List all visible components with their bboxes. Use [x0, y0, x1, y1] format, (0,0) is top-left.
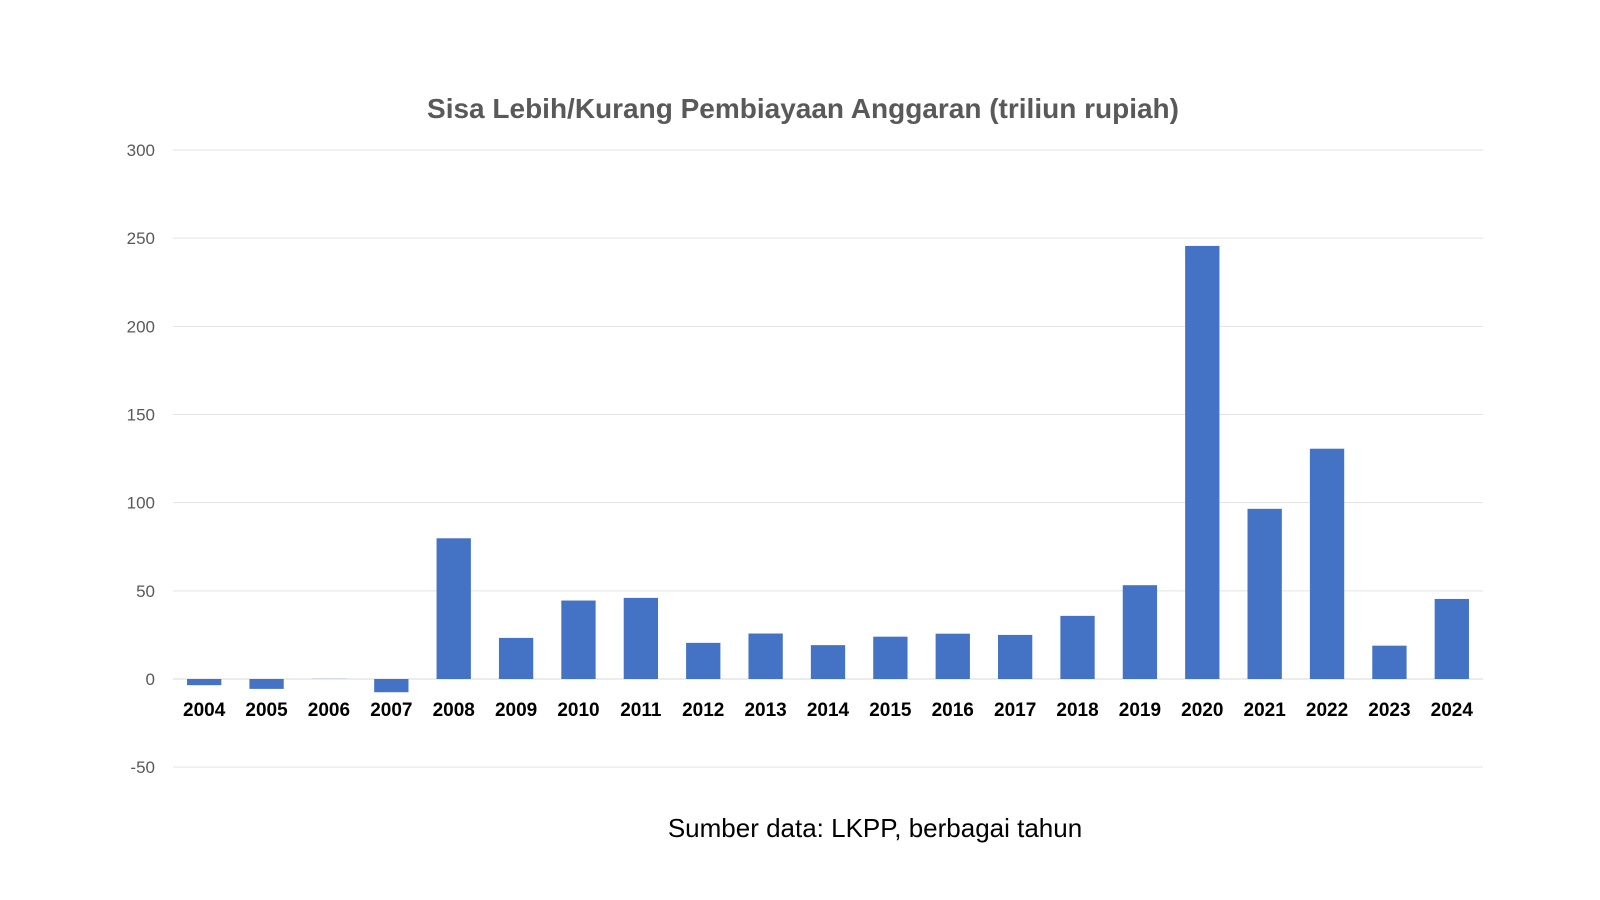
x-tick-label: 2022	[1306, 700, 1348, 721]
bar-2013	[748, 633, 783, 679]
x-tick-label: 2005	[245, 700, 288, 721]
x-tick-label: 2019	[1119, 700, 1161, 721]
bar-2021	[1247, 508, 1282, 679]
bar-2007	[374, 679, 409, 693]
bar-2022	[1309, 448, 1345, 679]
bar-2024	[1434, 598, 1469, 679]
x-tick-label: 2004	[183, 700, 226, 721]
x-tick-label: 2020	[1181, 700, 1223, 721]
bar-2004	[187, 679, 222, 686]
x-tick-label: 2023	[1368, 700, 1410, 721]
bar-2020	[1185, 245, 1220, 679]
bar-2005	[249, 679, 284, 689]
bar-2019	[1122, 585, 1158, 679]
bar-2009	[498, 637, 534, 679]
bar-2016	[935, 633, 970, 679]
y-tick-label: 50	[136, 582, 155, 601]
source-note: Sumber data: LKPP, berbagai tahun	[668, 813, 1082, 843]
y-tick-label: 250	[127, 229, 155, 248]
x-tick-label: 2012	[682, 700, 724, 721]
x-axis-ticks: 2004 2005 2006 2007 2008 2009 2010 2011 2012 2013…	[183, 700, 1473, 721]
x-tick-label: 2014	[807, 700, 850, 721]
y-axis-ticks: 300 250 200 150 100 50 0 -50	[127, 141, 155, 777]
x-tick-label: 2006	[308, 700, 350, 721]
chart-title: Sisa Lebih/Kurang Pembiayaan Anggaran (t…	[427, 93, 1179, 124]
y-tick-label: -50	[130, 758, 155, 777]
bar-2014	[810, 645, 846, 679]
bar-2023	[1372, 645, 1407, 679]
x-tick-label: 2024	[1431, 700, 1474, 721]
bar-2008	[436, 538, 471, 679]
bar-2015	[873, 636, 908, 679]
x-tick-label: 2016	[932, 700, 974, 721]
x-tick-label: 2018	[1056, 700, 1098, 721]
x-tick-label: 2021	[1244, 700, 1287, 721]
x-tick-label: 2008	[433, 700, 475, 721]
x-tick-label: 2017	[994, 700, 1036, 721]
x-tick-label: 2009	[495, 700, 537, 721]
y-tick-label: 100	[127, 494, 155, 513]
bars	[187, 245, 1469, 693]
x-tick-label: 2010	[557, 700, 599, 721]
x-tick-label: 2015	[869, 700, 912, 721]
y-tick-label: 150	[127, 406, 155, 425]
y-tick-label: 200	[127, 317, 155, 336]
bar-2017	[997, 634, 1033, 679]
x-tick-label: 2011	[620, 700, 662, 721]
bar-2011	[623, 597, 659, 679]
bar-2012	[686, 642, 721, 679]
y-tick-label: 300	[127, 141, 155, 160]
bar-2010	[561, 600, 596, 679]
x-tick-label: 2013	[744, 700, 786, 721]
y-tick-label: 0	[146, 670, 155, 689]
x-tick-label: 2007	[370, 700, 412, 721]
bar-2018	[1060, 615, 1095, 679]
